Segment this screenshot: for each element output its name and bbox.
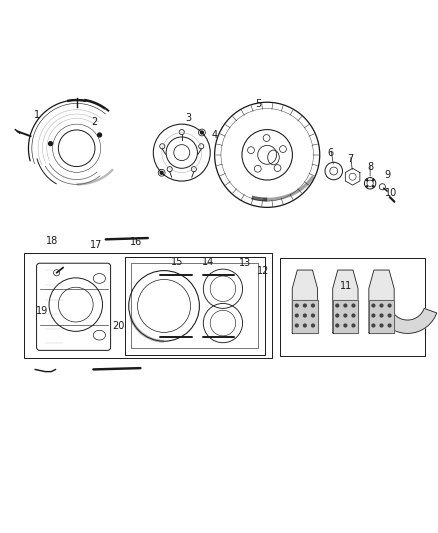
Circle shape	[373, 186, 374, 187]
Text: 12: 12	[257, 266, 269, 276]
Bar	[131, 263, 258, 349]
Circle shape	[295, 324, 298, 327]
Circle shape	[304, 324, 306, 327]
Polygon shape	[378, 309, 437, 333]
Polygon shape	[333, 300, 358, 333]
Text: 5: 5	[255, 100, 261, 109]
Text: 13: 13	[239, 258, 251, 268]
Circle shape	[311, 304, 314, 307]
Text: 6: 6	[328, 148, 334, 158]
Polygon shape	[333, 270, 358, 333]
Circle shape	[311, 324, 314, 327]
Text: 8: 8	[367, 162, 373, 172]
Polygon shape	[369, 300, 394, 333]
Circle shape	[98, 133, 102, 137]
Text: 3: 3	[185, 112, 191, 123]
Circle shape	[344, 304, 347, 307]
Circle shape	[201, 131, 203, 134]
Circle shape	[336, 314, 339, 317]
Bar	[280, 258, 425, 356]
Circle shape	[380, 324, 383, 327]
Circle shape	[380, 304, 383, 307]
Circle shape	[388, 304, 391, 307]
Text: 10: 10	[385, 188, 397, 198]
Circle shape	[352, 304, 355, 307]
Polygon shape	[292, 270, 318, 333]
Circle shape	[311, 314, 314, 317]
Circle shape	[160, 171, 163, 174]
Circle shape	[295, 304, 298, 307]
Circle shape	[304, 314, 306, 317]
Text: 1: 1	[34, 110, 40, 120]
Circle shape	[344, 324, 347, 327]
Text: 18: 18	[46, 236, 59, 246]
Text: 2: 2	[91, 117, 97, 127]
Polygon shape	[292, 300, 318, 333]
Text: 9: 9	[385, 169, 391, 180]
Polygon shape	[369, 270, 394, 333]
Text: 17: 17	[90, 240, 102, 249]
Circle shape	[352, 324, 355, 327]
Circle shape	[336, 324, 339, 327]
Circle shape	[304, 304, 306, 307]
Text: 14: 14	[202, 257, 214, 267]
Circle shape	[373, 180, 374, 181]
Circle shape	[352, 314, 355, 317]
Circle shape	[295, 314, 298, 317]
Circle shape	[49, 142, 53, 146]
Circle shape	[388, 314, 391, 317]
Text: 11: 11	[340, 281, 352, 291]
Text: 19: 19	[35, 306, 48, 316]
Circle shape	[372, 314, 375, 317]
Circle shape	[388, 324, 391, 327]
Circle shape	[336, 304, 339, 307]
Bar	[125, 257, 265, 355]
Text: 15: 15	[171, 257, 184, 267]
Circle shape	[344, 314, 347, 317]
Text: 7: 7	[347, 154, 353, 164]
Circle shape	[372, 304, 375, 307]
Circle shape	[372, 324, 375, 327]
Circle shape	[380, 314, 383, 317]
Text: 16: 16	[130, 237, 142, 247]
Text: 4: 4	[212, 130, 218, 140]
Text: 20: 20	[112, 321, 124, 330]
Bar	[24, 253, 272, 359]
